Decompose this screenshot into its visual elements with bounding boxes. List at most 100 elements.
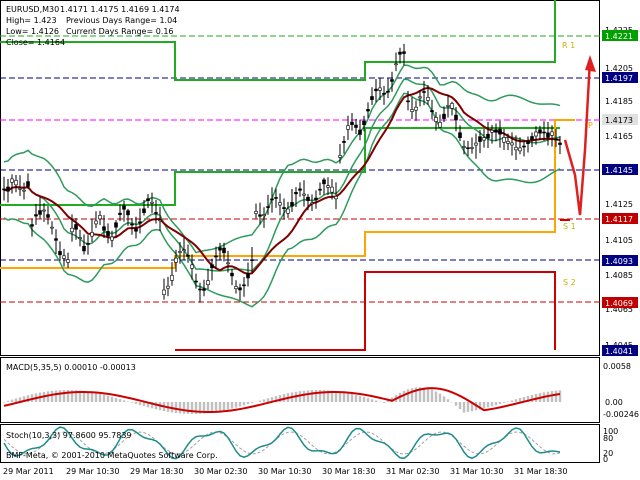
price-bar-body: [14, 180, 18, 186]
macd-bar: [98, 393, 102, 402]
price-bar-body: [442, 113, 446, 119]
price-bar-body: [182, 249, 186, 251]
price-bar-body: [310, 202, 314, 205]
bollinger-bands: [3, 64, 561, 308]
macd-bar: [262, 399, 266, 402]
macd-bar: [482, 402, 486, 409]
macd-bar: [82, 391, 86, 402]
macd-tick: 0.0058: [603, 362, 631, 371]
macd-bar: [10, 399, 14, 402]
price-bar-body: [38, 210, 42, 215]
macd-bar: [54, 390, 58, 402]
price-bar-body: [174, 257, 178, 263]
price-bar-body: [550, 131, 554, 136]
macd-bar: [106, 395, 110, 402]
macd-bar: [502, 402, 506, 403]
price-bar-body: [74, 224, 78, 230]
macd-bar: [270, 397, 274, 402]
macd-bar: [218, 402, 222, 412]
macd-bar: [154, 402, 158, 410]
price-tags: 1.4221 1.4197 1.4173 1.4145 1.4117 1.409…: [602, 30, 638, 356]
bollinger-upper: [3, 64, 561, 254]
stoch-panel-frame[interactable]: [0, 424, 600, 463]
price-bar-body: [358, 129, 362, 135]
price-tag-value: 1.4221: [605, 32, 633, 41]
macd-bar: [2, 402, 6, 403]
price-bar-body: [390, 79, 394, 82]
main-chart-frame[interactable]: [0, 0, 600, 356]
price-bar-body: [222, 247, 226, 254]
price-bar-body: [58, 251, 62, 256]
bollinger-middle: [3, 78, 561, 272]
macd-bar: [550, 391, 554, 402]
macd-bar: [174, 402, 178, 413]
price-bar-body: [30, 224, 34, 227]
macd-label: MACD(5,35,5) 0.00010 -0.00013: [6, 363, 136, 372]
price-bar-body: [402, 51, 406, 54]
macd-bar: [406, 389, 410, 402]
price-bar-body: [326, 185, 330, 188]
macd-bar: [62, 390, 66, 402]
price-bar-body: [546, 132, 550, 138]
price-bar-body: [42, 209, 46, 212]
price-bar-body: [10, 178, 14, 183]
price-bars: [2, 43, 562, 303]
macd-bar: [354, 394, 358, 402]
macd-bar: [222, 402, 226, 411]
macd-bar: [74, 390, 78, 402]
macd-bar: [402, 390, 406, 402]
pivot-p-label: P: [588, 121, 593, 130]
time-tick: 31 Mar 18:30: [514, 467, 567, 476]
macd-bar: [326, 390, 330, 402]
price-bar-body: [262, 214, 266, 216]
price-tick: 1.4105: [605, 236, 633, 245]
macd-bar: [418, 387, 422, 402]
macd-bar: [122, 400, 126, 402]
macd-bar: [382, 402, 386, 403]
macd-bar: [442, 396, 446, 402]
price-bar-body: [482, 137, 486, 141]
price-bar-body: [462, 146, 466, 148]
macd-bar: [414, 387, 418, 402]
price-tick: 1.4185: [605, 97, 633, 106]
price-bar-body: [54, 238, 58, 241]
macd-bar: [210, 402, 214, 413]
macd-bar: [346, 393, 350, 402]
price-bar-body: [150, 201, 154, 204]
price-bar-body: [70, 227, 74, 233]
price-bar-body: [314, 197, 318, 200]
macd-bar: [362, 397, 366, 402]
price-bar-body: [194, 280, 198, 283]
macd-bar: [314, 390, 318, 402]
price-tick: 1.4165: [605, 132, 633, 141]
time-axis: 29 Mar 2011 29 Mar 10:30 29 Mar 18:30 30…: [3, 467, 567, 476]
price-bar-body: [266, 206, 270, 208]
macd-bar: [318, 390, 322, 402]
price-bar-body: [130, 223, 134, 226]
price-bar-body: [98, 215, 102, 220]
macd-bar: [526, 395, 530, 402]
macd-tick: 0.00: [605, 398, 623, 407]
ma-line: [3, 86, 561, 275]
price-bar-body: [178, 251, 182, 253]
price-bar-body: [474, 142, 478, 146]
stat-curr-range: Current Days Range= 0.16: [66, 27, 174, 36]
price-bar-body: [322, 179, 326, 185]
price-bar-body: [370, 96, 374, 100]
macd-bar: [58, 390, 62, 402]
stoch-main-line: [3, 426, 561, 460]
macd-bar: [114, 397, 118, 402]
macd-panel-frame[interactable]: [0, 357, 600, 423]
price-bar-body: [458, 132, 462, 138]
price-bar-body: [138, 221, 142, 224]
price-bar-body: [426, 97, 430, 101]
price-bar-body: [534, 131, 538, 137]
macd-bar: [258, 400, 262, 402]
price-tick: 1.4125: [605, 200, 633, 209]
macd-bar: [530, 394, 534, 402]
price-bar-body: [450, 103, 454, 109]
price-bar-body: [398, 51, 402, 55]
price-bar-body: [214, 255, 218, 258]
price-bar-body: [246, 273, 250, 279]
